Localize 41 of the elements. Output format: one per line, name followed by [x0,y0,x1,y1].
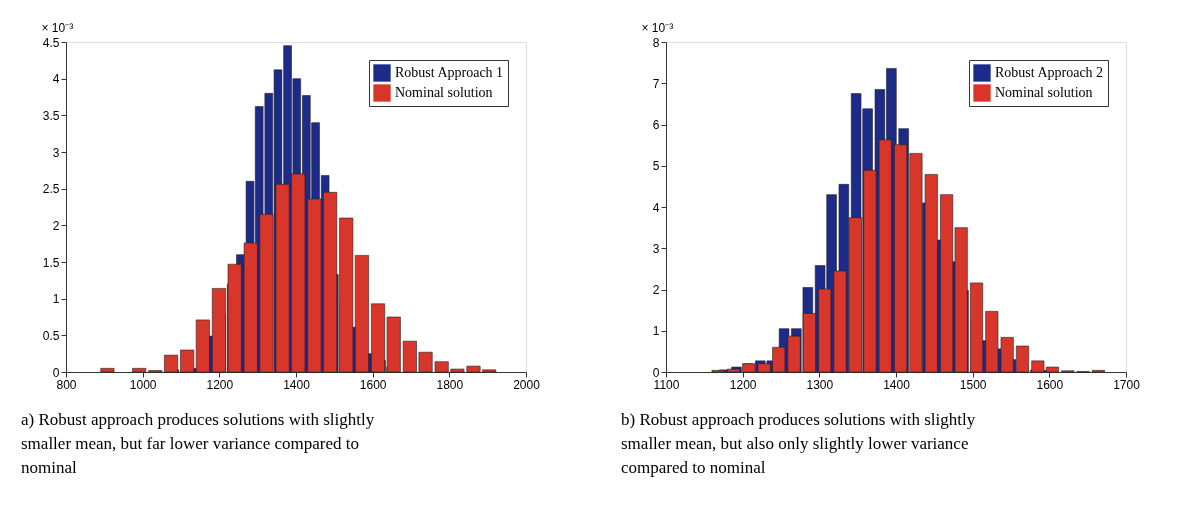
y-tick-label: 6 [652,118,660,132]
y-tick-label: 7 [652,76,660,91]
y-tick-label: 2 [52,218,60,233]
text: a) Robust approach produces solutions with slightly smaller mean, but far lower variance compared to nominal [21,410,375,477]
x-tick-label: 1400 [883,377,911,392]
y-tick-label: 0 [52,365,60,380]
x-tick-label: 800 [56,377,77,392]
y-axis-title: × 10⁻³ [41,20,74,35]
x-tick-label: 1600 [1036,377,1064,392]
y-axis-title: × 10⁻³ [641,20,674,35]
y-tick-label: 0 [652,365,660,380]
legend-label: Robust Approach 1 [395,65,504,80]
x-tick-label: 1100 [653,377,680,392]
x-tick-label: 1400 [283,377,311,392]
y-tick-label: 3 [52,145,60,160]
x-tick-label: 1500 [959,377,987,392]
x-tick-label: 1600 [359,377,387,392]
x-tick-label: 1700 [1113,377,1141,392]
y-tick-label: 5 [652,159,660,174]
legend-label: Robust Approach 2 [995,65,1104,80]
text: b) Robust approach produces solutions with slightly smaller mean, but also only slightly lower variance compared to nominal [621,410,976,477]
y-tick-label: 4.5 [42,35,60,50]
y-tick-label: 4 [52,72,60,87]
y-tick-label: 1 [652,324,660,339]
y-tick-label: 3.5 [42,108,60,123]
legend-label: Nominal solution [395,85,493,100]
y-tick-label: 4 [652,200,660,215]
legend-label: Nominal solution [995,85,1093,100]
y-tick-label: 2.5 [42,182,60,197]
x-tick-label: 1000 [129,377,157,392]
x-tick-label: 1200 [206,377,234,392]
y-tick-label: 1 [52,292,60,307]
x-tick-label: 1300 [806,377,834,392]
x-tick-label: 2000 [513,377,541,392]
y-tick-label: 2 [652,283,660,297]
x-tick-label: 1200 [729,377,757,392]
y-tick-label: 3 [652,241,660,256]
y-tick-label: 0.5 [42,328,60,343]
x-tick-label: 1800 [436,377,464,392]
y-tick-label: 8 [652,35,660,50]
y-tick-label: 1.5 [42,255,60,270]
